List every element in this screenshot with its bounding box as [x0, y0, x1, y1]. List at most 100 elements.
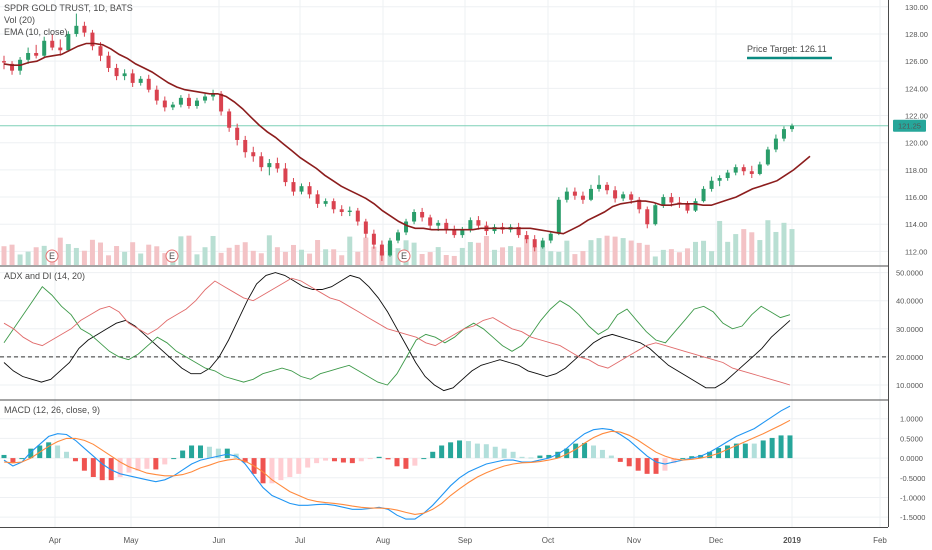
volume-bar: [701, 240, 707, 265]
macd-histogram-bar: [528, 457, 534, 459]
panel-bg-0: [0, 0, 888, 265]
candle-body: [781, 129, 786, 139]
price-tick-label: 124.00: [905, 84, 928, 93]
candle-body: [211, 93, 216, 97]
volume-bar: [323, 249, 329, 265]
candle-body: [323, 201, 328, 204]
volume-bar: [234, 244, 240, 265]
candle-body: [267, 163, 272, 168]
macd-histogram-bar: [537, 455, 543, 459]
x-tick-label: Aug: [376, 536, 390, 545]
macd-histogram-bar: [10, 458, 16, 464]
adx-tick-label: 10.0000: [896, 381, 923, 390]
x-tick-label: 2019: [783, 536, 801, 545]
candle-body: [26, 53, 31, 60]
volume-bar: [435, 247, 441, 265]
candle-body: [275, 163, 280, 169]
volume-bar: [97, 242, 103, 265]
macd-histogram-bar: [474, 443, 480, 459]
adx-title: ADX and DI (14, 20): [4, 271, 85, 281]
volume-bar: [17, 254, 23, 265]
macd-histogram-bar: [742, 443, 748, 459]
candle-body: [396, 232, 400, 241]
volume-bar: [620, 238, 626, 265]
candle-body: [219, 93, 224, 112]
candle-body: [693, 201, 698, 211]
volume-bar: [475, 242, 481, 265]
volume-bar: [57, 237, 63, 265]
macd-histogram-bar: [457, 440, 463, 459]
volume-bar: [491, 249, 497, 265]
candle-body: [444, 222, 449, 230]
candle-body: [138, 78, 143, 83]
candle-body: [227, 111, 232, 128]
candle-body: [154, 89, 159, 101]
candle-body: [669, 197, 674, 203]
volume-bar: [274, 247, 280, 265]
volume-bar: [65, 244, 71, 265]
volume-bar: [371, 246, 377, 265]
candle-body: [2, 61, 6, 63]
candle-body: [371, 233, 376, 245]
volume-bar: [548, 251, 554, 265]
macd-histogram-bar: [55, 445, 61, 459]
macd-histogram-bar: [305, 458, 311, 468]
macd-histogram-bar: [260, 458, 266, 484]
volume-bar: [89, 239, 95, 265]
candle-body: [645, 209, 650, 225]
candle-body: [339, 209, 344, 212]
macd-tick-label: -1.0000: [900, 493, 925, 502]
volume-bar: [122, 251, 128, 265]
macd-histogram-bar: [394, 458, 400, 467]
macd-histogram-bar: [153, 458, 159, 470]
candle-body: [170, 104, 175, 108]
candle-body: [733, 167, 738, 173]
macd-histogram-bar: [349, 458, 355, 464]
macd-histogram-bar: [760, 440, 766, 459]
candle-body: [661, 197, 666, 206]
price-tick-label: 122.00: [905, 112, 928, 121]
candle-body: [749, 171, 754, 174]
volume-bar: [186, 235, 192, 265]
candle-body: [404, 221, 409, 233]
candle-body: [178, 97, 183, 105]
candle-body: [564, 191, 569, 200]
candle-body: [235, 127, 240, 140]
macd-histogram-bar: [81, 458, 87, 471]
macd-histogram-bar: [412, 458, 418, 466]
volume-bar: [741, 229, 747, 265]
price-target-label: Price Target: 126.11: [747, 44, 827, 54]
macd-histogram-bar: [215, 448, 221, 459]
volume-bar: [636, 242, 642, 265]
macd-histogram-bar: [751, 443, 757, 459]
adx-tick-label: 40.0000: [896, 297, 923, 306]
macd-histogram-bar: [483, 444, 489, 459]
candle-body: [162, 100, 167, 108]
candle-body: [725, 172, 730, 179]
x-tick-label: Jul: [295, 536, 305, 545]
macd-histogram-bar: [126, 458, 132, 473]
macd-histogram-bar: [242, 458, 248, 463]
volume-bar: [749, 232, 755, 265]
candle-body: [460, 229, 465, 236]
earnings-marker-label: E: [401, 251, 407, 261]
macd-histogram-bar: [296, 458, 302, 474]
candle-body: [90, 32, 95, 47]
candle-body: [709, 180, 714, 189]
macd-histogram-bar: [99, 458, 105, 481]
macd-histogram-bar: [224, 448, 230, 459]
volume-bar: [789, 229, 795, 265]
candle-body: [452, 229, 457, 236]
macd-histogram-bar: [680, 458, 686, 460]
macd-histogram-bar: [323, 458, 329, 461]
volume-bar: [419, 254, 425, 265]
macd-histogram-bar: [287, 458, 293, 477]
earnings-marker-icon: [397, 249, 411, 263]
candle-body: [122, 73, 127, 77]
macd-histogram-bar: [19, 458, 25, 460]
macd-histogram-bar: [421, 458, 427, 460]
candle-body: [637, 199, 642, 210]
adx-series-line: [3, 272, 791, 392]
macd-histogram-bar: [108, 458, 114, 481]
